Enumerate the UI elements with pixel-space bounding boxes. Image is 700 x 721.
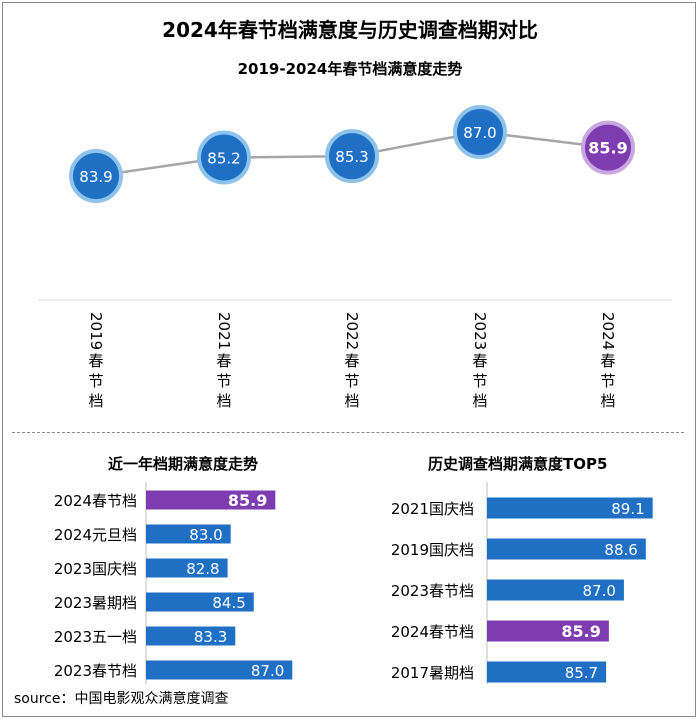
svg-text:春: 春 (600, 352, 615, 370)
bar-value-label: 83.3 (194, 628, 227, 646)
svg-text:2024: 2024 (599, 312, 617, 350)
source-note: source：中国电影观众满意度调查 (14, 691, 229, 707)
svg-text:春: 春 (216, 352, 231, 370)
svg-text:档: 档 (472, 392, 487, 410)
y-tick-label: 2023国庆档 (54, 560, 137, 578)
y-tick-label: 2019国庆档 (391, 541, 474, 559)
section-divider (12, 432, 684, 433)
bar-value-label: 87.0 (583, 582, 616, 600)
bar-chart-left: 2024春节档 85.9 2024元旦档 83.0 2023国庆档 82.8 2023暑期档… (54, 482, 293, 684)
svg-text:2023: 2023 (471, 312, 489, 350)
y-tick-label: 2024春节档 (391, 623, 474, 641)
svg-text:春: 春 (472, 352, 487, 370)
right-panel-title: 历史调查档期满意度TOP5 (428, 455, 608, 473)
data-point (581, 120, 635, 175)
svg-text:节: 节 (472, 372, 487, 390)
svg-text:节: 节 (600, 372, 615, 390)
svg-text:2021: 2021 (215, 312, 233, 350)
line-chart-subtitle: 2019-2024年春节档满意度走势 (237, 60, 463, 78)
y-tick-label: 2021国庆档 (391, 500, 474, 518)
svg-text:节: 节 (344, 372, 359, 390)
y-tick-label: 2024元旦档 (54, 526, 137, 544)
bar (146, 592, 254, 612)
bar-value-label: 87.0 (251, 662, 284, 680)
data-label: 87.0 (463, 124, 496, 142)
x-tick-label: 2021 春节档 (215, 312, 233, 410)
x-tick-label: 2022 春节档 (343, 312, 361, 410)
data-point (69, 149, 123, 203)
bar (146, 490, 276, 510)
svg-text:档: 档 (344, 392, 359, 410)
svg-text:2022: 2022 (343, 312, 361, 350)
data-point (325, 129, 379, 184)
bar (487, 497, 653, 519)
svg-text:档: 档 (216, 392, 231, 410)
bar-value-label: 88.6 (604, 541, 637, 559)
bar (146, 558, 228, 578)
data-label: 85.2 (207, 150, 240, 168)
bar-value-label: 84.5 (212, 594, 245, 612)
data-label: 85.3 (335, 148, 368, 166)
bar-chart-right: 2021国庆档 89.1 2019国庆档 88.6 2023春节档 87.0 2024春节档… (391, 482, 653, 684)
y-tick-label: 2023春节档 (391, 582, 474, 600)
svg-text:档: 档 (88, 392, 103, 410)
svg-text:档: 档 (600, 392, 615, 410)
x-tick-label: 2023 春节档 (471, 312, 489, 410)
bar (146, 626, 236, 646)
svg-text:2019: 2019 (87, 312, 105, 350)
line-chart: 83.92019春节档85.22021春节档85.32022春节档87.0202… (38, 105, 672, 410)
bar (146, 660, 293, 680)
svg-text:春: 春 (344, 352, 359, 370)
bar (487, 620, 609, 642)
data-point (197, 130, 251, 185)
data-point (453, 105, 507, 159)
x-tick-label: 2019 春节档 (87, 312, 105, 410)
bar (487, 538, 646, 560)
bar-value-label: 89.1 (611, 500, 644, 518)
svg-text:节: 节 (216, 372, 231, 390)
y-tick-label: 2023春节档 (54, 662, 137, 680)
svg-text:节: 节 (88, 372, 103, 390)
y-tick-label: 2023暑期档 (54, 594, 137, 612)
bar-value-label: 85.9 (561, 622, 600, 641)
data-label: 83.9 (79, 168, 112, 186)
bar (487, 579, 624, 601)
data-label: 85.9 (588, 139, 627, 158)
x-tick-label: 2024 春节档 (599, 312, 617, 410)
chart-title: 2024年春节档满意度与历史调查档期对比 (162, 18, 538, 42)
bar-value-label: 82.8 (186, 560, 219, 578)
left-panel-title: 近一年档期满意度走势 (108, 455, 259, 473)
bar-value-label: 83.0 (189, 526, 222, 544)
bar (487, 661, 607, 683)
y-tick-label: 2017暑期档 (391, 664, 474, 682)
bar-value-label: 85.7 (565, 664, 598, 682)
y-tick-label: 2023五一档 (54, 628, 137, 646)
svg-text:春: 春 (88, 352, 103, 370)
bar (146, 524, 231, 544)
bar-value-label: 85.9 (228, 491, 267, 510)
y-tick-label: 2024春节档 (54, 492, 137, 510)
